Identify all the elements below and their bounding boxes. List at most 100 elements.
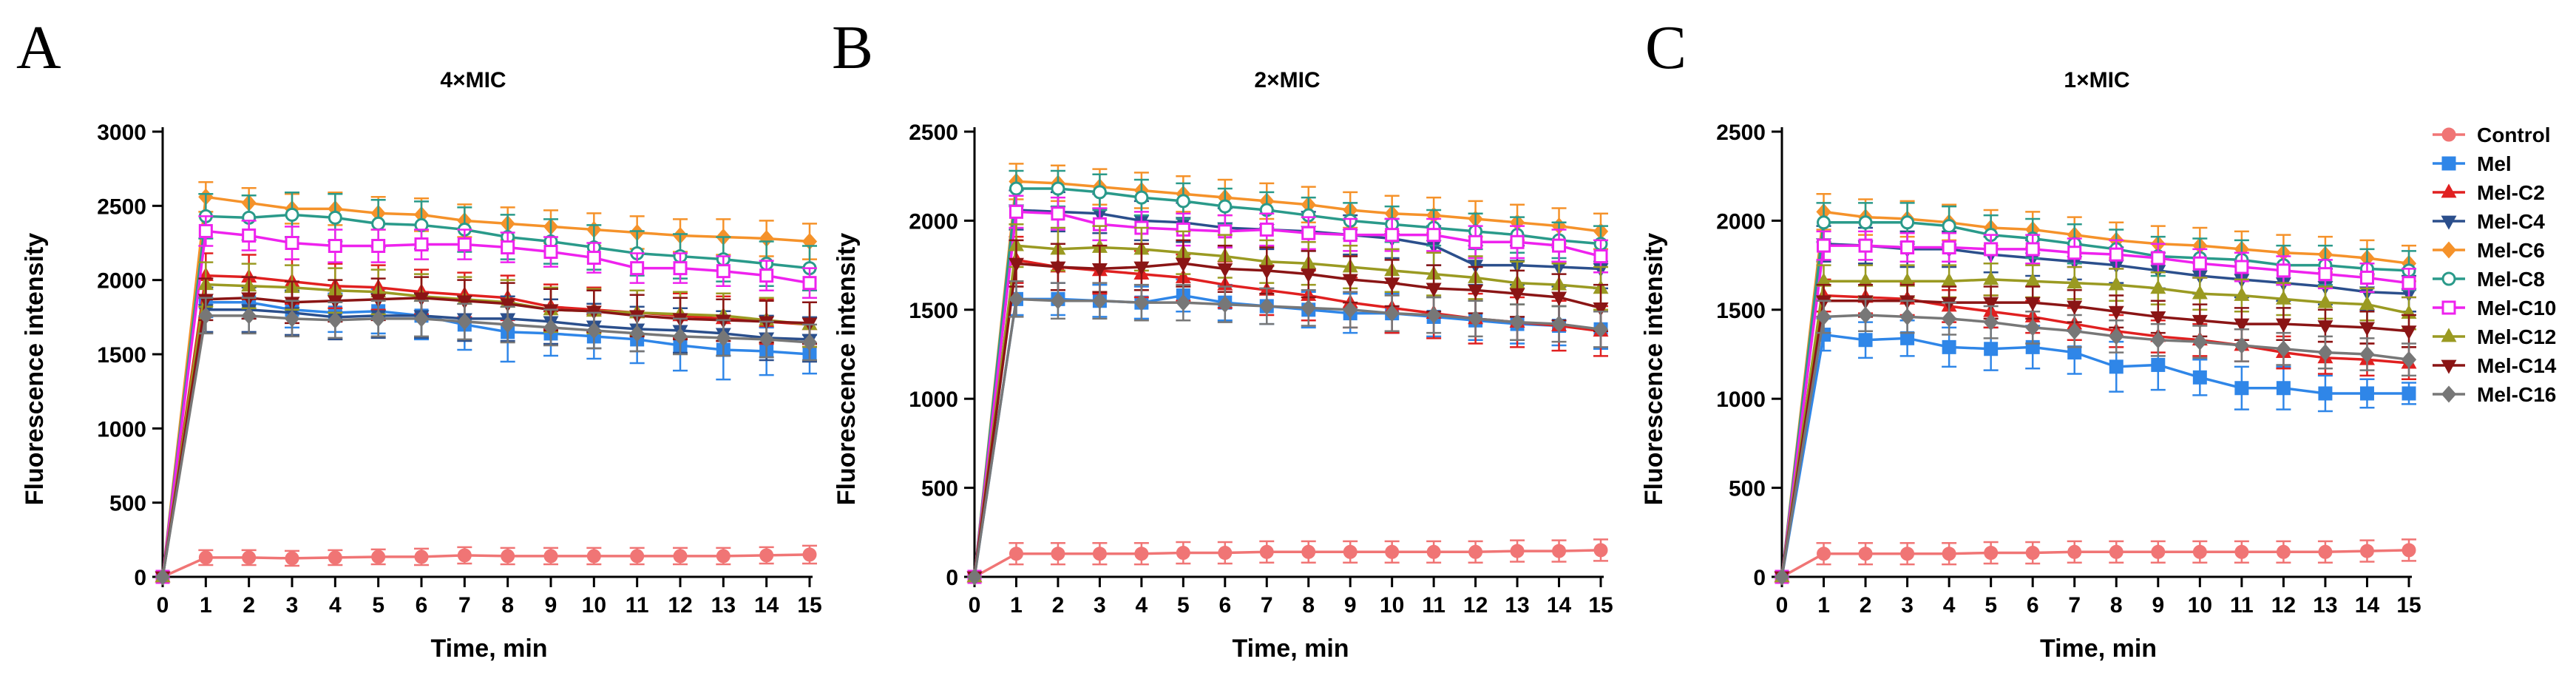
series-line xyxy=(1780,300,2410,578)
data-point xyxy=(2317,344,2333,362)
panel-letter: A xyxy=(16,13,61,82)
series-line xyxy=(161,308,810,578)
data-point xyxy=(1134,547,1149,561)
series-control xyxy=(155,544,817,584)
data-point xyxy=(501,240,515,255)
data-point xyxy=(1509,288,1525,302)
x-tick-label: 2 xyxy=(1052,593,1065,618)
data-point xyxy=(1900,547,1915,561)
series-line xyxy=(1780,221,2410,578)
data-point xyxy=(328,311,343,329)
data-point xyxy=(1217,263,1233,278)
data-point xyxy=(2317,320,2333,335)
legend-marker xyxy=(2441,215,2457,230)
data-point xyxy=(2109,544,2123,559)
data-point xyxy=(1857,306,1874,324)
legend-marker xyxy=(2441,271,2456,286)
data-point xyxy=(630,261,645,276)
legend-item-mel-c16: Mel-C16 xyxy=(2433,383,2556,406)
data-point xyxy=(1900,240,1915,255)
data-point xyxy=(1175,257,1191,272)
series-line xyxy=(973,297,1601,578)
x-tick-label: 3 xyxy=(1901,593,1914,618)
x-tick-label: 14 xyxy=(1547,593,1572,618)
x-tick-label: 9 xyxy=(1344,593,1357,618)
legend-item-mel-c2: Mel-C2 xyxy=(2433,181,2545,204)
y-tick-label: 0 xyxy=(1753,566,1766,590)
x-tick-label: 8 xyxy=(501,593,514,618)
legend-item-mel-c10: Mel-C10 xyxy=(2433,297,2556,319)
y-tick-label: 0 xyxy=(946,566,958,590)
x-tick-label: 7 xyxy=(458,593,471,618)
data-point xyxy=(2276,263,2291,278)
x-tick-label: 3 xyxy=(1094,593,1106,618)
data-point xyxy=(1385,544,1400,559)
x-tick-label: 13 xyxy=(1505,593,1529,618)
data-point xyxy=(2234,544,2249,559)
data-point xyxy=(1510,234,1525,249)
legend-marker xyxy=(2441,300,2456,315)
data-point xyxy=(1051,181,1065,196)
x-tick-label: 14 xyxy=(754,593,779,618)
series-line xyxy=(161,229,810,578)
x-tick-label: 2 xyxy=(1860,593,1872,618)
data-point xyxy=(155,568,171,586)
series-line xyxy=(161,314,810,578)
legend-marker xyxy=(2441,241,2457,259)
data-point xyxy=(1051,206,1065,221)
data-point xyxy=(371,239,386,254)
data-point xyxy=(2150,280,2166,294)
data-point xyxy=(198,223,213,238)
data-point xyxy=(284,310,300,328)
data-point xyxy=(1942,339,1956,354)
y-tick-label: 2500 xyxy=(909,121,958,145)
data-point xyxy=(2401,351,2417,368)
data-point xyxy=(1942,547,1956,561)
data-point xyxy=(759,268,774,283)
data-point xyxy=(1552,238,1567,253)
data-point xyxy=(198,550,213,565)
x-tick-label: 13 xyxy=(2313,593,2337,618)
data-point xyxy=(2150,311,2166,326)
data-point xyxy=(2025,319,2041,336)
data-point xyxy=(1343,301,1358,319)
series-mel-c10 xyxy=(155,215,817,584)
data-point xyxy=(2276,544,2291,559)
data-point xyxy=(1384,305,1400,322)
data-point xyxy=(413,292,430,307)
data-point xyxy=(456,295,472,310)
data-point xyxy=(2359,295,2375,310)
legend-item-mel: Mel xyxy=(2433,152,2512,175)
data-point xyxy=(1008,257,1024,272)
data-point xyxy=(543,319,559,336)
y-axis-title: Fluorescence intensity xyxy=(1640,233,1668,506)
data-point xyxy=(1551,315,1567,333)
data-point xyxy=(2318,267,2333,282)
data-point xyxy=(2276,381,2291,396)
y-tick-label: 2000 xyxy=(909,209,958,234)
series-line xyxy=(974,549,1601,578)
legend-item-control: Control xyxy=(2433,124,2551,146)
data-point xyxy=(500,298,516,313)
data-point xyxy=(586,549,601,564)
data-point xyxy=(1593,249,1608,264)
data-point xyxy=(1050,261,1066,276)
data-point xyxy=(1218,199,1233,214)
data-point xyxy=(198,307,214,325)
series-line xyxy=(973,294,1601,578)
data-point xyxy=(1817,215,1831,230)
data-point xyxy=(1426,544,1441,559)
series-line xyxy=(973,180,1601,578)
data-point xyxy=(1593,543,1608,558)
x-tick-label: 11 xyxy=(626,593,649,618)
data-point xyxy=(2234,381,2249,396)
x-tick-label: 0 xyxy=(1776,593,1789,618)
y-tick-label: 1500 xyxy=(909,299,958,323)
data-point xyxy=(1899,308,1915,325)
data-point xyxy=(2109,359,2123,374)
series-line xyxy=(161,213,810,578)
data-point xyxy=(1774,568,1790,586)
legend-marker xyxy=(2441,328,2457,342)
x-tick-label: 0 xyxy=(969,593,981,618)
